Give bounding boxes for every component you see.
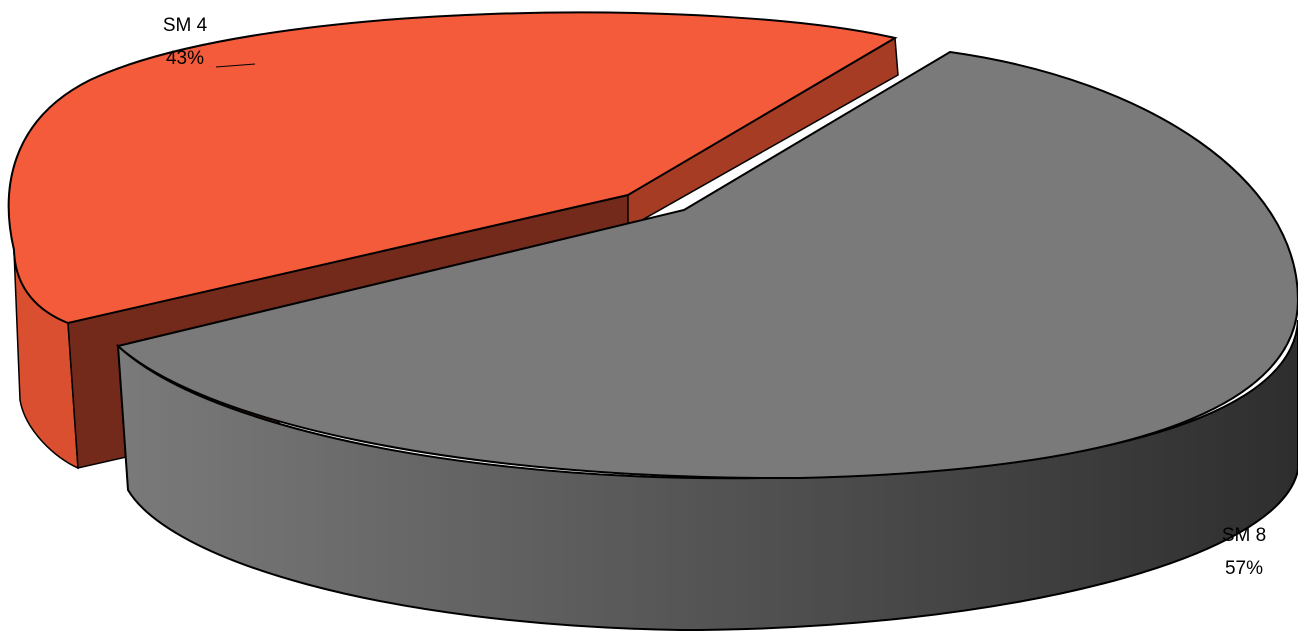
slice-label-sm-4: SM 4 [163, 15, 208, 36]
slice-percent-sm-4: 43% [166, 48, 204, 69]
slice-percent-sm-8: 57% [1225, 558, 1263, 579]
slice-label-sm-8: SM 8 [1222, 525, 1266, 546]
slice-sm-4-top [7, 11, 898, 325]
leader-line-sm-4 [215, 63, 256, 68]
slice-sm-8-top [115, 50, 1298, 480]
